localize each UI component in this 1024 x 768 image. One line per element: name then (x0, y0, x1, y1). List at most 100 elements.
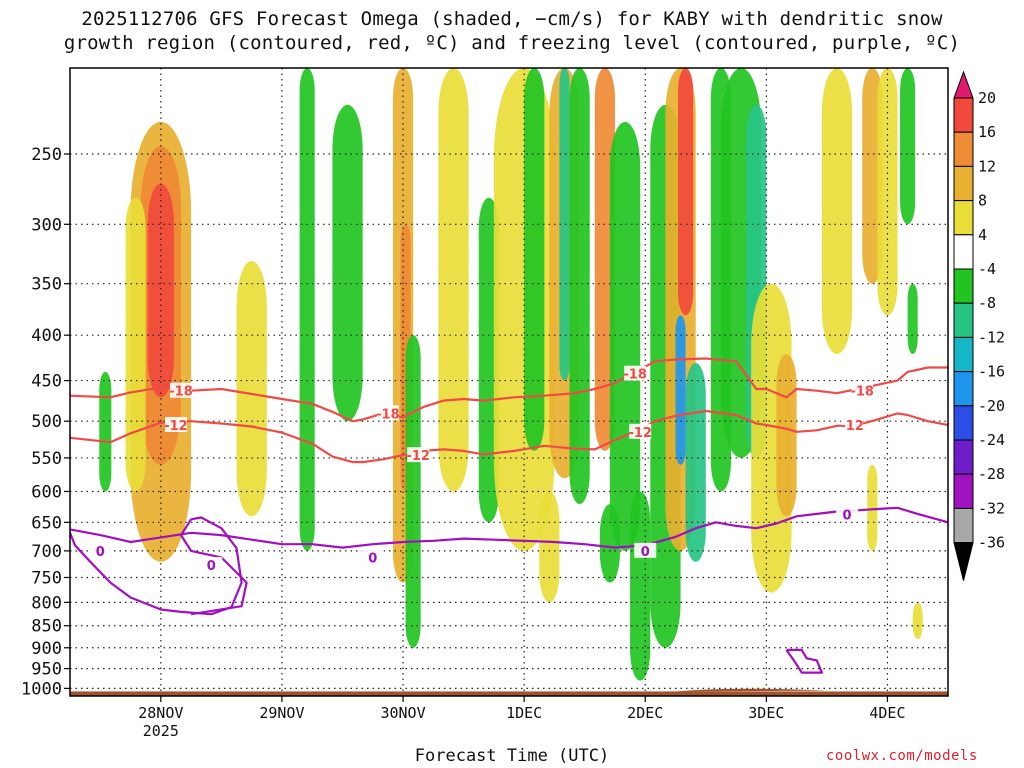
colorbar-segment-1 (953, 131, 974, 167)
y-tick-label-550: 550 (31, 449, 62, 469)
colorbar-label-9: -20 (978, 397, 1005, 415)
omega-blob-7 (332, 104, 363, 422)
omega-blob-37 (867, 464, 878, 551)
omega-blob-14 (524, 68, 545, 451)
colorbar-label-11: -28 (978, 465, 1005, 483)
contour-label-bg-4 (164, 417, 187, 433)
contour-label-8: 0 (96, 545, 105, 560)
credit-link[interactable]: coolwx.com/models (826, 748, 978, 764)
contour-label-1: -18 (376, 407, 400, 422)
omega-blob-35 (907, 283, 918, 354)
chart-title-line-1: 2025112706 GFS Forecast Omega (shaded, −… (81, 8, 943, 30)
colorbar-label-1: 16 (978, 123, 996, 141)
omega-blob-30 (776, 353, 797, 517)
colorbar-label-10: -24 (978, 431, 1005, 449)
omega-blob-19 (609, 121, 641, 551)
colorbar-label-12: -32 (978, 499, 1005, 517)
colorbar-label-6: -8 (978, 294, 996, 312)
contour-label-bg-8 (89, 542, 112, 558)
colorbar-segment-5 (953, 268, 974, 304)
contour-label-10: 0 (368, 551, 377, 566)
omega-blob-36 (912, 602, 923, 640)
omega-blob-39 (539, 491, 560, 603)
contour-label-6: -12 (628, 426, 652, 441)
y-tick-label-800: 800 (31, 593, 62, 613)
omega-blob-33 (877, 68, 898, 316)
x-tick-label-1DEC: 1DEC (506, 704, 542, 722)
contour-label-2: -18 (623, 368, 647, 383)
colorbar-segment-11 (953, 473, 974, 509)
omega-blob-11 (438, 68, 469, 492)
y-tick-label-350: 350 (31, 275, 62, 295)
colorbar-segment-7 (953, 336, 974, 373)
colorbar-segment-8 (953, 371, 974, 407)
colorbar-segment-6 (953, 302, 974, 338)
contour-label-bg-1 (376, 405, 399, 421)
x-tick-label-2DEC: 2DEC (627, 704, 663, 722)
omega-shading (99, 68, 923, 681)
contour-lines: -18 -18 -18 -18 -12 -12 -12 -12 0 0 0 0 0 (70, 357, 948, 674)
colorbar-segment-12 (953, 507, 974, 544)
x-tick-label-29NOV: 29NOV (259, 704, 304, 722)
colorbar-segment-4 (953, 234, 974, 270)
contour-label-bg-0 (170, 382, 193, 398)
x-axis-label: Forecast Time (UTC) (414, 746, 610, 766)
contour-dgz-12 (70, 409, 948, 464)
contour-label-11: 0 (641, 545, 650, 560)
y-tick-label-600: 600 (31, 482, 62, 502)
y-tick-label-650: 650 (31, 513, 62, 533)
y-tick-label-700: 700 (31, 542, 62, 562)
contour-label-3: -18 (850, 385, 874, 400)
omega-blob-17 (569, 68, 590, 505)
colorbar-label-2: 12 (978, 157, 996, 175)
omega-blob-20 (630, 491, 651, 681)
x-tick-label-4DEC: 4DEC (869, 704, 905, 722)
colorbar-label-3: 8 (978, 192, 987, 210)
omega-blob-34 (900, 68, 916, 225)
contour-label-bg-10 (361, 549, 384, 565)
x-tick-sublabel-28NOV: 2025 (143, 722, 179, 740)
omega-blob-3 (125, 197, 146, 492)
freezing-loop-2 (785, 648, 824, 674)
y-tick-label-1000: 1000 (21, 679, 62, 699)
omega-blob-5 (236, 261, 267, 517)
y-tick-label-750: 750 (31, 568, 62, 588)
contour-label-7: -12 (840, 419, 864, 434)
contour-label-12: 0 (843, 509, 852, 524)
omega-blob-2 (147, 183, 174, 398)
colorbar-segment-2 (953, 165, 974, 202)
contour-label-bg-12 (836, 506, 859, 522)
contour-label-9: 0 (207, 559, 216, 574)
colorbar-label-4: 4 (978, 226, 987, 244)
colorbar-label-5: -4 (978, 260, 996, 278)
chart-title-line-2: growth region (contoured, red, ºC) and f… (63, 32, 961, 54)
x-tick-label-30NOV: 30NOV (380, 704, 425, 722)
omega-blob-23 (678, 68, 694, 316)
colorbar-segment-3 (953, 200, 974, 236)
contour-label-bg-6 (629, 423, 652, 439)
contour-label-bg-5 (407, 447, 430, 463)
surface-terrain (70, 691, 948, 696)
omega-blob-31 (821, 68, 853, 354)
colorbar-label-13: -36 (978, 534, 1005, 552)
y-tick-label-300: 300 (31, 215, 62, 235)
contour-label-bg-7 (841, 417, 864, 433)
colorbar-label-7: -12 (978, 328, 1005, 346)
colorbar-segment-9 (953, 405, 974, 441)
contour-dgz-18 (70, 357, 948, 423)
contour-label-4: -12 (164, 419, 188, 434)
y-tick-label-900: 900 (31, 639, 62, 659)
contour-label-bg-11 (634, 542, 657, 558)
y-tick-label-400: 400 (31, 326, 62, 346)
plot-frame (69, 67, 949, 697)
omega-blob-4 (99, 371, 112, 492)
colorbar-bottom-arrow (953, 542, 974, 581)
y-tick-label-950: 950 (31, 660, 62, 680)
omega-blob-24 (675, 315, 686, 465)
contour-label-0: -18 (169, 385, 193, 400)
x-tick-label-28NOV: 28NOV (138, 704, 183, 722)
surface-bump (675, 688, 827, 692)
contour-label-bg-3 (851, 382, 874, 398)
omega-blob-38 (599, 504, 621, 583)
